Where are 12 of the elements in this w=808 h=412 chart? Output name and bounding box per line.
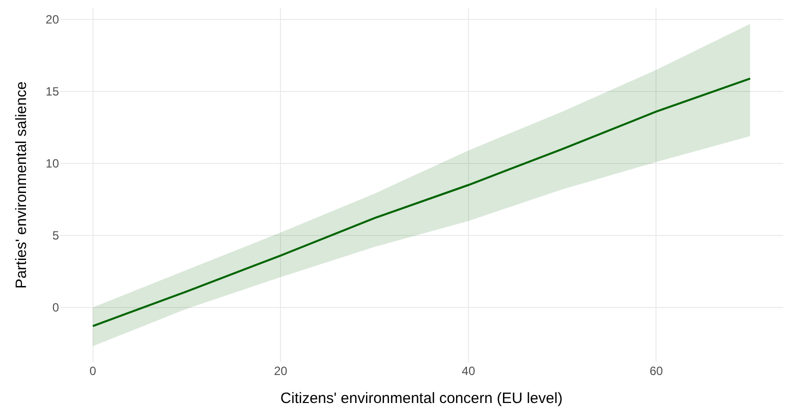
y-tick-label: 5 — [52, 228, 60, 243]
x-tick-label: 40 — [462, 364, 476, 378]
x-tick-label: 20 — [274, 364, 288, 378]
line-series — [92, 78, 752, 328]
x-axis-title: Citizens' environmental concern (EU level) — [280, 390, 563, 407]
y-axis-title: Parties' environmental salience — [12, 81, 30, 289]
y-tick-label: 0 — [52, 300, 60, 315]
y-tick-label: 20 — [46, 12, 60, 27]
y-tick-label: 15 — [46, 84, 60, 99]
y-tick-label: 10 — [46, 156, 60, 171]
x-tick-label: 60 — [650, 364, 664, 378]
x-tick-label: 0 — [90, 364, 97, 378]
